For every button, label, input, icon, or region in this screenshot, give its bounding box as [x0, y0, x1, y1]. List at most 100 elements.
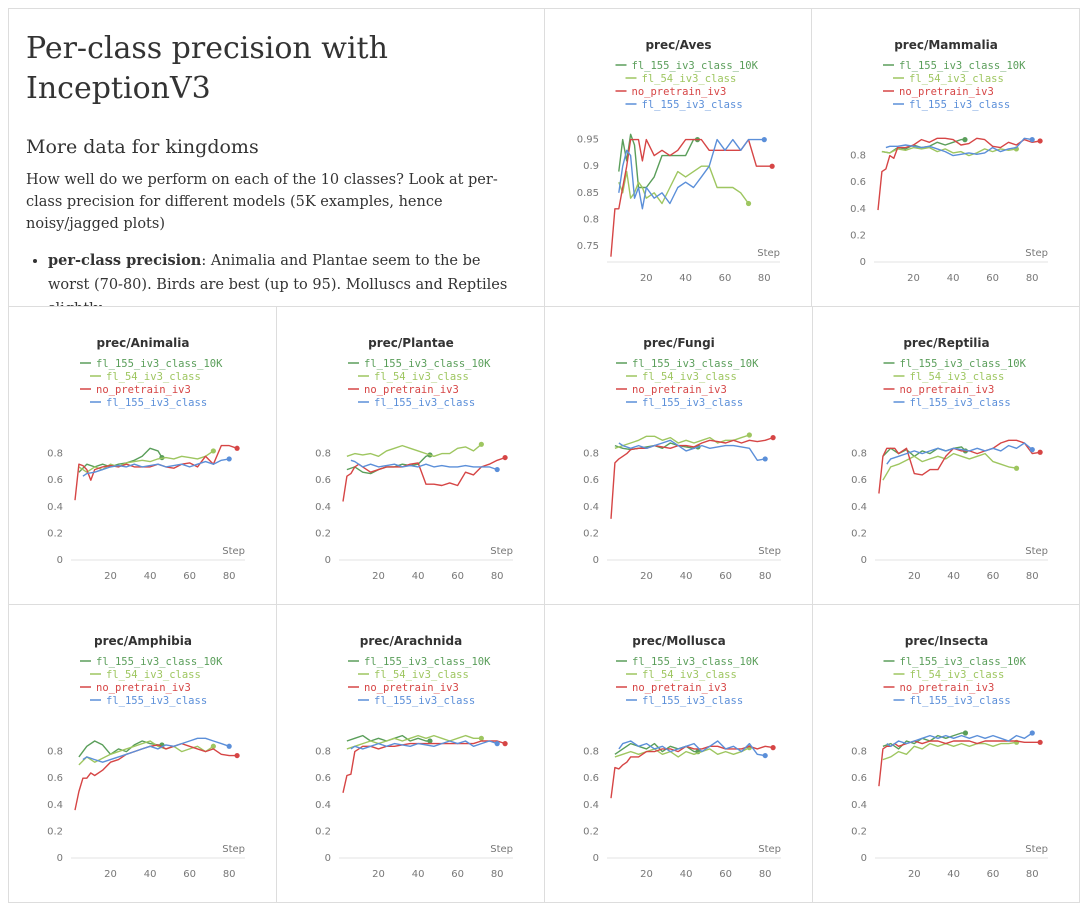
y-tick-label: 0.8	[583, 747, 599, 758]
legend-item[interactable]: fl_155_iv3_class_10K	[632, 656, 759, 668]
series-line-fl-155-iv3-class[interactable]	[885, 137, 1033, 157]
y-tick-label: 0	[57, 853, 63, 864]
legend-item[interactable]: fl_155_iv3_class	[909, 99, 1010, 111]
legend-item[interactable]: fl_155_iv3_class_10K	[632, 60, 759, 72]
series-line-fl-54-iv3-class[interactable]	[882, 741, 1017, 761]
x-tick-label: 40	[144, 571, 157, 582]
legend-item[interactable]: fl_54_iv3_class	[374, 371, 469, 383]
y-tick-label: 0.2	[850, 230, 866, 241]
series-line-fl-155-iv3-class[interactable]	[350, 740, 498, 750]
legend-item[interactable]: no_pretrain_iv3	[900, 682, 995, 694]
legend-item[interactable]: fl_155_iv3_class_10K	[364, 358, 491, 370]
series-line-fl-54-iv3-class[interactable]	[882, 452, 1017, 481]
series-line-fl-155-iv3-class[interactable]	[886, 732, 1033, 748]
series-line-fl-54-iv3-class[interactable]	[614, 434, 750, 449]
legend-item[interactable]: fl_155_iv3_class	[106, 397, 207, 409]
series-line-fl-155-iv3-class[interactable]	[82, 737, 230, 763]
legend-item[interactable]: fl_54_iv3_class	[910, 669, 1005, 681]
legend-item[interactable]: fl_155_iv3_class	[642, 695, 743, 707]
legend-item[interactable]: fl_155_iv3_class_10K	[632, 358, 759, 370]
series-line-fl-54-iv3-class[interactable]	[346, 443, 482, 458]
legend-item[interactable]: fl_155_iv3_class_10K	[96, 358, 223, 370]
y-tick-label: 0.6	[315, 773, 331, 784]
y-tick-label: 0.4	[850, 204, 866, 215]
legend-item[interactable]: no_pretrain_iv3	[364, 384, 459, 396]
series-end-point	[210, 743, 216, 749]
legend-item[interactable]: fl_54_iv3_class	[106, 371, 201, 383]
legend-item[interactable]: fl_155_iv3_class_10K	[364, 656, 491, 668]
series-line-fl-54-iv3-class[interactable]	[78, 740, 214, 766]
series-end-point	[962, 730, 969, 736]
series-end-point	[1029, 447, 1035, 453]
series-line-fl-155-iv3-class[interactable]	[886, 442, 1033, 465]
y-tick-label: 0	[57, 555, 63, 566]
legend-item[interactable]: no_pretrain_iv3	[632, 86, 727, 98]
legend-item[interactable]: fl_155_iv3_class_10K	[96, 656, 223, 668]
series-line-no-pretrain-iv3[interactable]	[610, 745, 774, 799]
x-tick-label: 60	[987, 571, 1000, 582]
legend-item[interactable]: fl_54_iv3_class	[642, 669, 737, 681]
legend-item[interactable]: fl_155_iv3_class	[374, 397, 475, 409]
legend-item[interactable]: fl_155_iv3_class	[642, 99, 743, 111]
legend-item[interactable]: no_pretrain_iv3	[96, 682, 191, 694]
chart-title: prec/Plantae	[368, 336, 454, 350]
series-line-fl-54-iv3-class[interactable]	[78, 450, 214, 473]
legend-item[interactable]: fl_54_iv3_class	[374, 669, 469, 681]
legend-item[interactable]: no_pretrain_iv3	[900, 384, 995, 396]
series-line-fl-155-iv3-class[interactable]	[82, 458, 230, 477]
legend-item[interactable]: fl_155_iv3_class_10K	[900, 358, 1027, 370]
series-line-fl-54-iv3-class[interactable]	[881, 146, 1017, 157]
series-line-fl-155-iv3-class-10k[interactable]	[882, 732, 966, 750]
legend-item[interactable]: no_pretrain_iv3	[364, 682, 459, 694]
y-tick-label: 0	[861, 853, 867, 864]
x-tick-label: 80	[491, 869, 504, 880]
series-line-no-pretrain-iv3[interactable]	[878, 740, 1041, 787]
series-line-no-pretrain-iv3[interactable]	[878, 439, 1041, 494]
series-line-fl-54-iv3-class[interactable]	[614, 746, 750, 758]
bullet-text: : Animalia and Plantae seem to the be wo…	[48, 253, 508, 306]
series-line-no-pretrain-iv3[interactable]	[342, 740, 506, 793]
bullet-list: per-class precision: Animalia and Planta…	[26, 249, 526, 306]
legend-item[interactable]: fl_155_iv3_class	[910, 397, 1011, 409]
series-line-fl-155-iv3-class[interactable]	[618, 740, 766, 757]
y-tick-label: 0.2	[315, 826, 331, 837]
series-end-point	[494, 741, 500, 747]
legend-item[interactable]: no_pretrain_iv3	[632, 682, 727, 694]
legend-item[interactable]: fl_155_iv3_class	[910, 695, 1011, 707]
legend-item[interactable]: fl_155_iv3_class_10K	[900, 656, 1027, 668]
y-tick-label: 0.8	[47, 449, 63, 460]
legend-item[interactable]: fl_54_iv3_class	[910, 371, 1005, 383]
legend-item[interactable]: no_pretrain_iv3	[96, 384, 191, 396]
series-end-point	[502, 741, 508, 747]
series-line-no-pretrain-iv3[interactable]	[610, 436, 774, 519]
legend-item[interactable]: fl_54_iv3_class	[909, 73, 1004, 85]
series-line-no-pretrain-iv3[interactable]	[877, 137, 1041, 211]
legend-item[interactable]: fl_155_iv3_class	[642, 397, 743, 409]
series-line-fl-54-iv3-class[interactable]	[618, 165, 750, 205]
chart-panel-prec-mammalia: prec/Mammalia fl_155_iv3_class_10K fl_54_i…	[812, 9, 1080, 307]
legend-item[interactable]: fl_155_iv3_class	[374, 695, 475, 707]
series-end-point	[478, 441, 484, 447]
legend-item[interactable]: fl_155_iv3_class_10K	[899, 60, 1026, 72]
series-line-fl-155-iv3-class[interactable]	[618, 138, 765, 210]
series-end-point	[1013, 465, 1020, 471]
series-line-no-pretrain-iv3[interactable]	[74, 742, 238, 811]
y-tick-label: 0.8	[583, 449, 599, 460]
series-line-fl-155-iv3-class-10k[interactable]	[78, 447, 163, 473]
legend-item[interactable]: fl_155_iv3_class	[106, 695, 207, 707]
series-line-fl-155-iv3-class[interactable]	[350, 459, 498, 471]
legend-item[interactable]: no_pretrain_iv3	[632, 384, 727, 396]
y-tick-label: 0.2	[583, 826, 599, 837]
series-line-fl-155-iv3-class[interactable]	[618, 439, 766, 462]
legend-item[interactable]: fl_54_iv3_class	[642, 371, 737, 383]
legend-item[interactable]: no_pretrain_iv3	[899, 86, 994, 98]
x-tick-label: 60	[986, 273, 999, 284]
series-line-no-pretrain-iv3[interactable]	[74, 444, 238, 501]
series-end-point	[494, 466, 500, 473]
series-line-no-pretrain-iv3[interactable]	[610, 138, 773, 257]
legend-item[interactable]: fl_54_iv3_class	[106, 669, 201, 681]
series-line-fl-54-iv3-class[interactable]	[346, 734, 482, 750]
series-line-fl-155-iv3-class-10k[interactable]	[78, 740, 162, 758]
chart-prec-mammalia: prec/Mammalia fl_155_iv3_class_10Kfl_54_i…	[850, 38, 1048, 284]
legend-item[interactable]: fl_54_iv3_class	[642, 73, 737, 85]
